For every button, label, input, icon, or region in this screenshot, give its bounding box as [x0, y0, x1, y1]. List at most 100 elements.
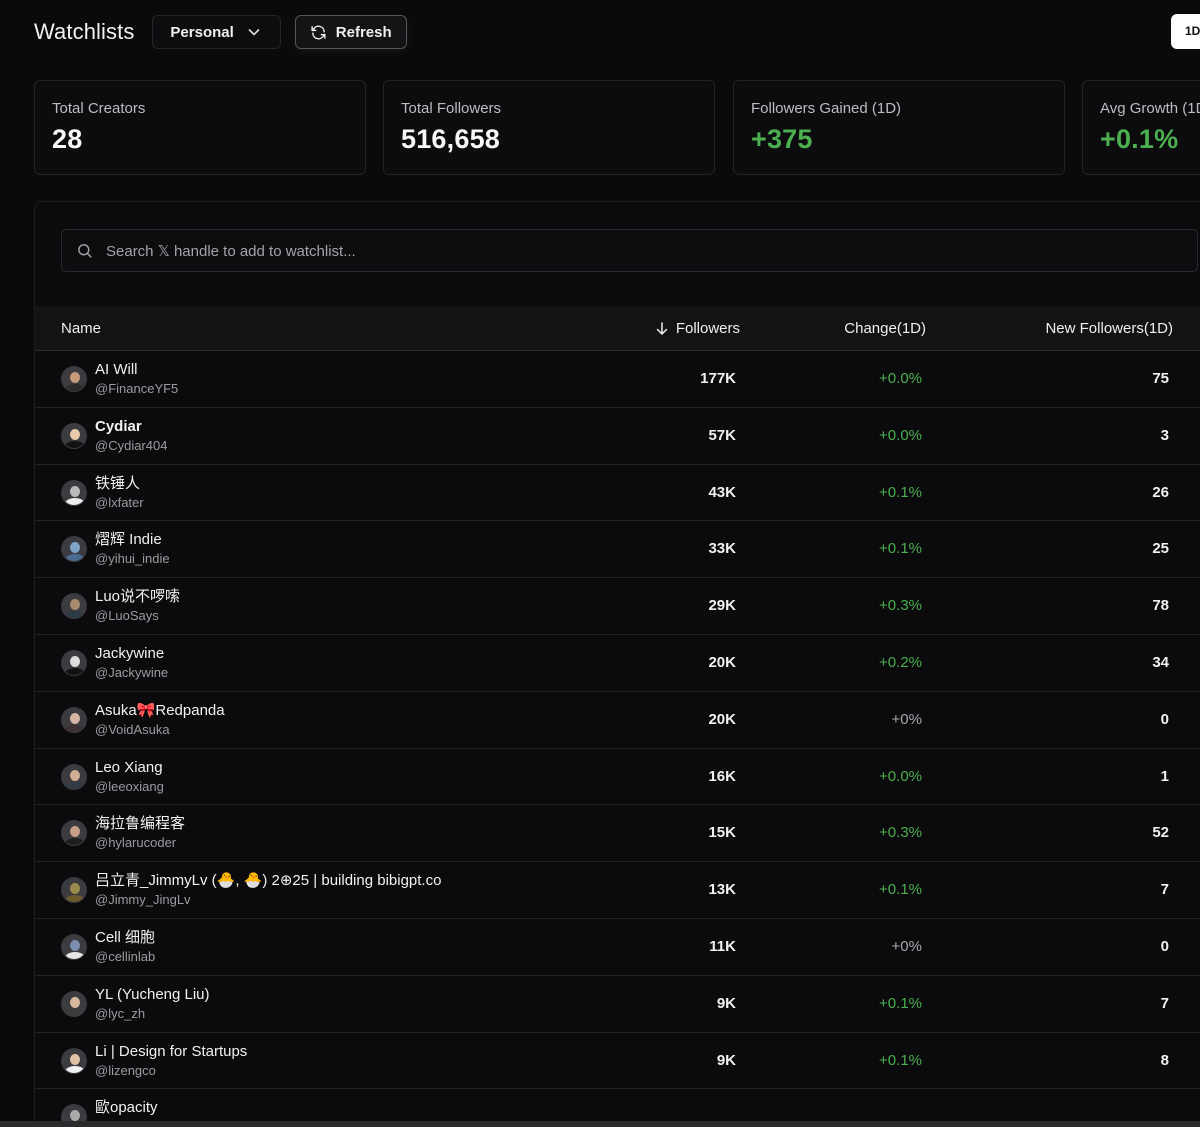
table-row[interactable]: Asuka🎀Redpanda @VoidAsuka 20K +0% 0 [35, 692, 1200, 749]
search-input[interactable]: Search 𝕏 handle to add to watchlist... [61, 229, 1198, 272]
followers-count: 20K [708, 653, 736, 671]
column-header-name[interactable]: Name [61, 320, 102, 337]
table-row[interactable]: Jackywine @Jackywine 20K +0.2% 34 [35, 635, 1200, 692]
followers-count: 16K [708, 767, 736, 785]
followers-count: 57K [708, 426, 736, 444]
change-value: +0.1% [879, 1051, 922, 1069]
watchlist-table-panel: Search 𝕏 handle to add to watchlist... N… [34, 201, 1200, 1127]
avatar-face [70, 542, 80, 554]
avatar-body [65, 611, 85, 619]
avatar-face [70, 485, 80, 497]
creator-name[interactable]: Cell 细胞 [95, 928, 156, 946]
avatar-face [70, 655, 80, 667]
watchlist-select[interactable]: Personal [152, 15, 281, 49]
name-cell: 熠辉 Indie @yihui_indie [95, 531, 170, 567]
avatar [61, 763, 87, 790]
table-row[interactable]: Cell 细胞 @cellinlab 11K +0% 0 [35, 919, 1200, 976]
creator-name[interactable]: Li | Design for Startups [95, 1042, 248, 1060]
new-followers-count: 0 [1160, 937, 1169, 955]
avatar [61, 820, 87, 847]
avatar-face [70, 996, 80, 1008]
name-cell: Cydiar @Cydiar404 [95, 418, 167, 454]
creator-handle: @Jimmy_JingLv [95, 892, 191, 908]
change-value: +0.1% [879, 483, 922, 501]
stat-label: Followers Gained (1D) [751, 100, 902, 117]
table-row[interactable]: Luo说不啰嗦 @LuoSays 29K +0.3% 78 [35, 578, 1200, 635]
table-row[interactable]: YL (Yucheng Liu) @lyc_zh 9K +0.1% 7 [35, 976, 1200, 1033]
column-header-followers-label: Followers [675, 320, 740, 337]
creator-name[interactable]: 熠辉 Indie [95, 531, 162, 549]
avatar [61, 1047, 87, 1074]
avatar [61, 366, 87, 392]
change-value: +0% [891, 937, 922, 955]
new-followers-count: 26 [1152, 483, 1169, 501]
avatar-body [65, 554, 85, 562]
creator-name[interactable]: Cydiar [95, 417, 142, 435]
stat-value: 28 [52, 124, 83, 154]
new-followers-count: 8 [1160, 1051, 1169, 1069]
creator-name[interactable]: Luo说不啰嗦 [95, 588, 181, 606]
creator-name[interactable]: Leo Xiang [95, 758, 163, 776]
avatar-body [65, 384, 85, 391]
creator-name[interactable]: 海拉鲁编程客 [95, 815, 186, 833]
column-header-followers[interactable]: Followers [655, 320, 740, 337]
table-row[interactable]: Li | Design for Startups @lizengco 9K +0.1%… [35, 1033, 1200, 1090]
change-value: +0.3% [879, 824, 922, 842]
column-header-change[interactable]: Change(1D) [844, 320, 926, 337]
change-value: +0.1% [879, 881, 922, 899]
search-placeholder: Search 𝕏 handle to add to watchlist... [106, 242, 356, 260]
avatar [61, 990, 87, 1017]
creator-handle: @leeoxiang [95, 778, 164, 794]
new-followers-count: 7 [1160, 994, 1169, 1012]
creator-name[interactable]: Jackywine [95, 644, 165, 662]
stat-card-total-creators: Total Creators 28 [34, 80, 366, 175]
table-row[interactable]: AI Will @FinanceYF5 177K +0.0% 75 [35, 351, 1200, 408]
column-header-new-followers[interactable]: New Followers(1D) [1045, 320, 1173, 337]
stat-value: 516,658 [401, 124, 500, 154]
new-followers-count: 25 [1152, 540, 1169, 558]
avatar [61, 422, 87, 449]
change-value: +0.1% [879, 540, 922, 558]
creator-name[interactable]: AI Will [95, 361, 138, 378]
creator-name[interactable]: 吕立青_JimmyLv (🐣, 🐣) 2⊕25 | building bibig… [95, 872, 442, 890]
change-value: +0.3% [879, 597, 922, 615]
creator-name[interactable]: YL (Yucheng Liu) [95, 985, 210, 1003]
stat-card-followers-gained: Followers Gained (1D) +375 [733, 80, 1065, 175]
avatar-face [70, 712, 80, 724]
avatar [61, 536, 87, 563]
table-row[interactable]: Leo Xiang @leeoxiang 16K +0.0% 1 [35, 749, 1200, 806]
table-row[interactable]: 铁锤人 @lxfater 43K +0.1% 26 [35, 465, 1200, 522]
creator-name[interactable]: Asuka🎀Redpanda [95, 701, 225, 719]
creator-handle: @Cydiar404 [95, 437, 168, 453]
avatar-face [70, 826, 80, 838]
name-cell: 海拉鲁编程客 @hylarucoder [95, 815, 185, 851]
stat-label: Total Followers [401, 100, 502, 117]
followers-count: 15K [708, 824, 736, 842]
search-icon [78, 244, 92, 258]
name-cell: YL (Yucheng Liu) @lyc_zh [95, 986, 210, 1022]
range-1d-button[interactable]: 1D [1171, 14, 1200, 49]
table-row[interactable]: 吕立青_JimmyLv (🐣, 🐣) 2⊕25 | building bibig… [35, 862, 1200, 919]
avatar-face [70, 939, 80, 951]
avatar-face [70, 769, 80, 781]
avatar-face [70, 1053, 80, 1065]
table-row[interactable]: 熠辉 Indie @yihui_indie 33K +0.1% 25 [35, 521, 1200, 579]
new-followers-count: 1 [1160, 767, 1169, 785]
name-cell: Leo Xiang @leeoxiang [95, 759, 164, 795]
table-row[interactable]: Cydiar @Cydiar404 57K +0.0% 3 [35, 408, 1200, 465]
stat-label: Total Creators [52, 100, 146, 117]
avatar-face [70, 1110, 80, 1122]
creator-handle: @lyc_zh [95, 1005, 146, 1021]
avatar-body [65, 440, 85, 448]
avatar-body [65, 781, 85, 789]
avatar-body [65, 895, 85, 903]
refresh-button[interactable]: Refresh [294, 15, 407, 49]
table-row[interactable]: 海拉鲁编程客 @hylarucoder 15K +0.3% 52 [35, 805, 1200, 863]
chevron-down-icon [248, 28, 260, 36]
creator-name[interactable]: 铁锤人 [95, 474, 141, 492]
new-followers-count: 75 [1152, 370, 1169, 387]
change-value: +0.2% [879, 653, 922, 671]
creator-name[interactable]: 歐opacity [95, 1099, 158, 1117]
horizontal-scrollbar[interactable] [0, 1121, 1200, 1127]
